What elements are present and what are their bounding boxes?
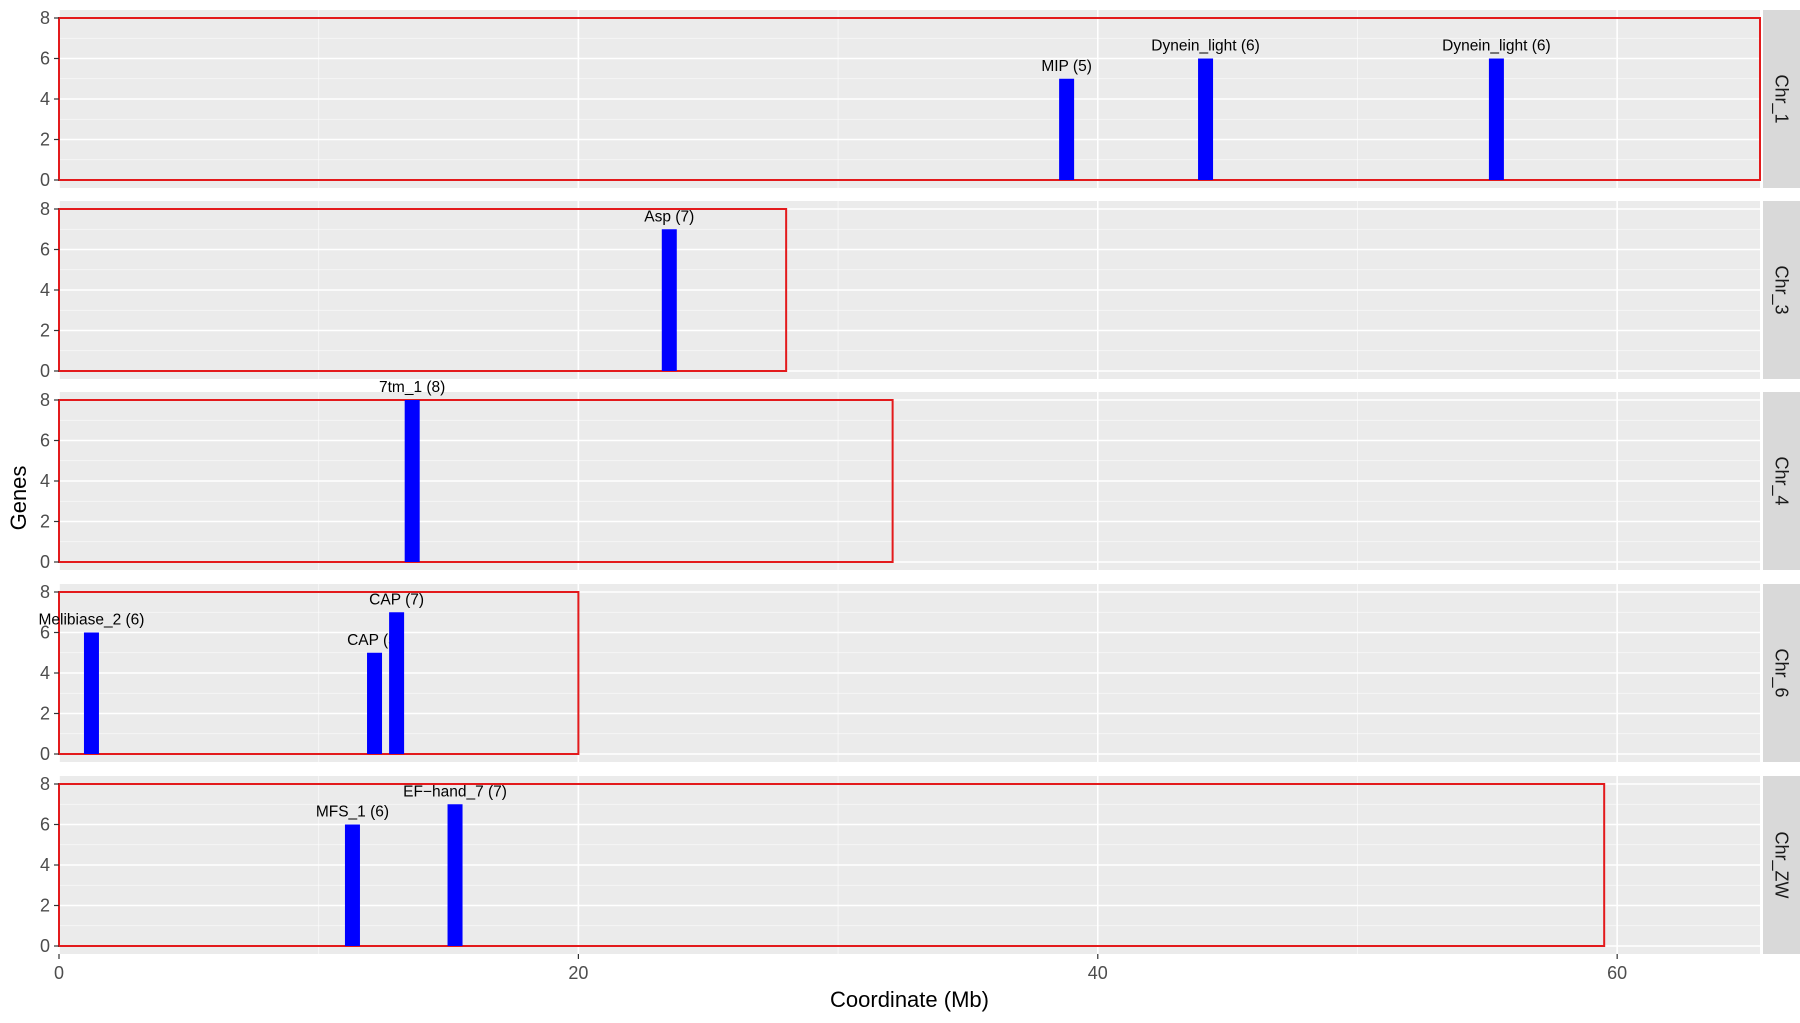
gene-cluster-label: MIP (5) bbox=[1041, 58, 1092, 75]
facet-strip-label: Chr_3 bbox=[1771, 265, 1792, 314]
facet-strip-label: Chr_4 bbox=[1771, 456, 1792, 505]
y-tick-label: 2 bbox=[40, 512, 50, 532]
gene-cluster-label: MFS_1 (6) bbox=[316, 804, 389, 821]
y-tick-label: 4 bbox=[40, 471, 50, 491]
y-tick-label: 2 bbox=[40, 321, 50, 341]
y-tick-label: 6 bbox=[40, 240, 50, 260]
y-tick-label: 2 bbox=[40, 130, 50, 150]
x-tick-label: 0 bbox=[54, 963, 64, 983]
y-tick-label: 4 bbox=[40, 663, 50, 683]
y-tick-label: 6 bbox=[40, 623, 50, 643]
gene-cluster-label: CAP (7) bbox=[369, 591, 424, 608]
x-tick-label: 60 bbox=[1607, 963, 1627, 983]
gene-cluster-bar bbox=[367, 652, 383, 754]
facet-strip bbox=[1763, 10, 1800, 188]
facet-strip bbox=[1763, 392, 1800, 570]
y-tick-label: 4 bbox=[40, 280, 50, 300]
y-tick-label: 2 bbox=[40, 704, 50, 724]
facet-strip bbox=[1763, 201, 1800, 379]
gene-cluster-label: 7tm_1 (8) bbox=[379, 379, 445, 396]
y-tick-label: 0 bbox=[40, 361, 50, 381]
y-tick-label: 6 bbox=[40, 49, 50, 69]
y-tick-label: 0 bbox=[40, 936, 50, 956]
facet-strip bbox=[1763, 776, 1800, 954]
gene-cluster-bar bbox=[83, 632, 99, 754]
gene-cluster-bar bbox=[1488, 58, 1504, 180]
facet-strip-label: Chr_1 bbox=[1771, 74, 1792, 123]
y-tick-label: 6 bbox=[40, 431, 50, 451]
y-tick-label: 8 bbox=[40, 8, 50, 28]
y-tick-label: 0 bbox=[40, 552, 50, 572]
y-tick-label: 8 bbox=[40, 774, 50, 794]
gene-cluster-label: CAP (5) bbox=[347, 632, 402, 649]
gene-cluster-bar bbox=[404, 400, 420, 562]
gene-cluster-bar bbox=[344, 824, 360, 946]
y-tick-label: 0 bbox=[40, 170, 50, 190]
gene-cluster-bar bbox=[1059, 78, 1075, 180]
gene-cluster-label: Melibiase_2 (6) bbox=[38, 612, 144, 629]
y-tick-label: 4 bbox=[40, 855, 50, 875]
y-tick-label: 6 bbox=[40, 815, 50, 835]
gene-cluster-label: Asp (7) bbox=[644, 208, 694, 225]
y-tick-label: 8 bbox=[40, 199, 50, 219]
gene-cluster-bar bbox=[1198, 58, 1214, 180]
facet-strip-label: Chr_6 bbox=[1771, 648, 1792, 697]
y-axis-title: Genes bbox=[6, 466, 31, 531]
facet-strip-label: Chr_ZW bbox=[1771, 832, 1792, 899]
gene-cluster-label: Dynein_light (6) bbox=[1442, 38, 1551, 55]
y-tick-label: 4 bbox=[40, 89, 50, 109]
y-tick-label: 2 bbox=[40, 896, 50, 916]
gene-cluster-bar bbox=[389, 612, 405, 754]
gene-cluster-bar bbox=[447, 804, 463, 946]
y-tick-label: 8 bbox=[40, 390, 50, 410]
x-tick-label: 20 bbox=[568, 963, 588, 983]
x-axis-title: Coordinate (Mb) bbox=[830, 987, 989, 1012]
gene-cluster-label: EF−hand_7 (7) bbox=[403, 783, 507, 800]
y-tick-label: 0 bbox=[40, 744, 50, 764]
facet-strip bbox=[1763, 584, 1800, 762]
y-tick-label: 8 bbox=[40, 582, 50, 602]
gene-cluster-bar bbox=[661, 229, 677, 371]
gene-cluster-label: Dynein_light (6) bbox=[1151, 38, 1260, 55]
x-tick-label: 40 bbox=[1088, 963, 1108, 983]
